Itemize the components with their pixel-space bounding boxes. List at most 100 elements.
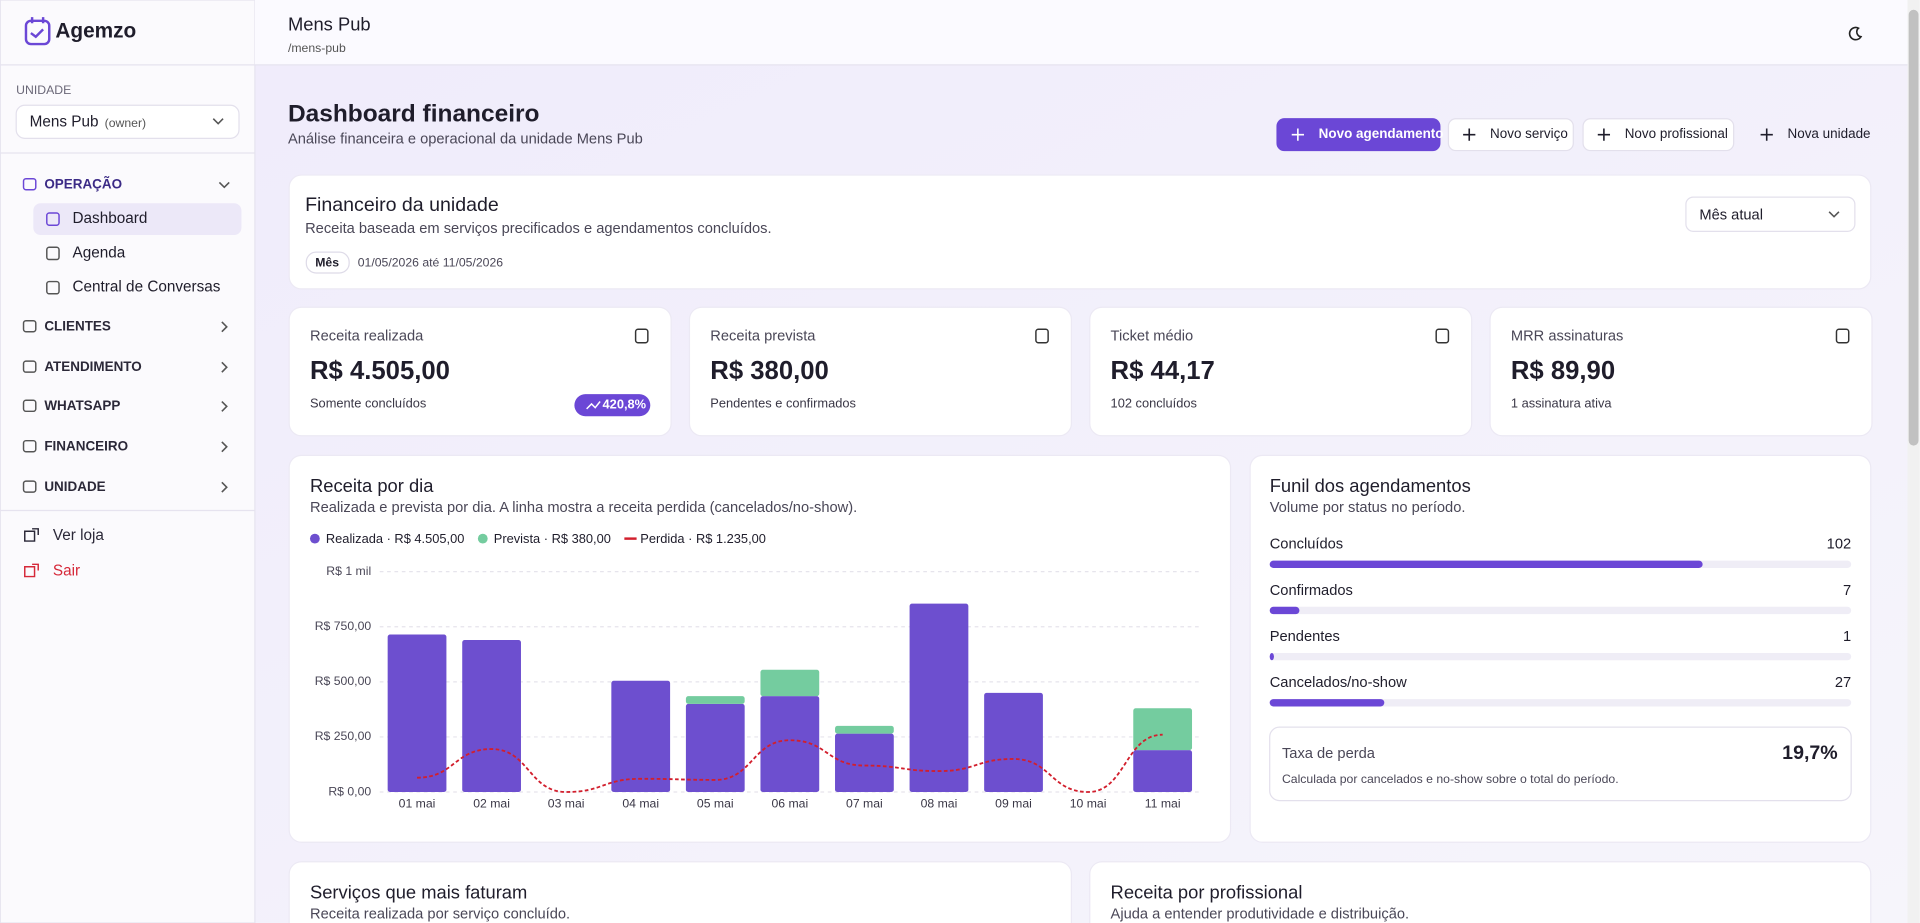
- funnel-bar: [1269, 699, 1385, 707]
- funnel-label: Pendentes: [1270, 629, 1340, 645]
- nav-group[interactable]: ATENDIMENTO: [44, 359, 141, 374]
- action-button[interactable]: [1582, 118, 1735, 152]
- finance-card: [288, 174, 1872, 290]
- bottom-card: [288, 861, 1073, 923]
- bar: [760, 696, 820, 793]
- nav-icon: [22, 399, 37, 413]
- funnel-label: Cancelados/no-show: [1270, 675, 1407, 691]
- funnel-value: 102: [1827, 537, 1851, 553]
- badge-text: 420,8%: [603, 397, 647, 412]
- legend-label: Perdida · R$ 1.235,00: [640, 531, 766, 546]
- action-label[interactable]: Nova unidade: [1788, 126, 1871, 141]
- trend-icon: [586, 401, 601, 410]
- x-tick-label: 02 mai: [473, 796, 510, 810]
- nav-link[interactable]: Ver loja: [53, 527, 105, 544]
- nav-item[interactable]: Central de Conversas: [73, 279, 221, 296]
- x-tick-label: 01 mai: [399, 796, 436, 810]
- bottom-card: [1089, 861, 1872, 923]
- x-tick-label: 10 mai: [1070, 796, 1107, 810]
- nav-link[interactable]: Sair: [53, 563, 80, 580]
- stat-icon: [1835, 328, 1850, 344]
- funnel-label: Concluídos: [1270, 537, 1343, 553]
- nav-icon: [22, 177, 37, 191]
- card-title: Financeiro da unidade: [305, 194, 499, 216]
- nav-icon: [22, 480, 37, 493]
- nav-icon: [46, 212, 60, 226]
- nav-item[interactable]: Agenda: [73, 244, 126, 261]
- x-tick-label: 11 mai: [1145, 796, 1181, 810]
- stat-value: R$ 4.505,00: [310, 357, 450, 385]
- x-tick-label: 09 mai: [995, 796, 1032, 810]
- y-tick-label: R$ 500,00: [315, 674, 372, 688]
- loss-box: [1269, 726, 1852, 802]
- period-range: 01/05/2026 até 11/05/2026: [358, 255, 504, 269]
- stat-note: 1 assinatura ativa: [1511, 395, 1613, 410]
- card-subtitle: Ajuda a entender produtividade e distrib…: [1111, 906, 1410, 922]
- stat-label: MRR assinaturas: [1511, 329, 1624, 345]
- logo-icon: [24, 17, 51, 46]
- x-tick-label: 08 mai: [921, 796, 958, 810]
- nav-active: [33, 203, 242, 236]
- nav-icon: [46, 280, 60, 295]
- legend-swatch: [477, 533, 488, 544]
- stat-label: Ticket médio: [1111, 329, 1194, 345]
- bar: [611, 680, 671, 793]
- section-label: UNIDADE: [16, 83, 71, 97]
- nav-group[interactable]: OPERAÇÃO: [44, 176, 122, 191]
- card-title: Funil dos agendamentos: [1270, 475, 1471, 496]
- unit-role: (owner): [105, 116, 146, 130]
- bar: [387, 634, 447, 793]
- loss-note: Calculada por cancelados e no-show sobre…: [1282, 772, 1619, 786]
- button-icon: [1760, 128, 1773, 141]
- bar: [984, 692, 1043, 793]
- unit-select[interactable]: [15, 104, 240, 139]
- select-text[interactable]: Mês atual: [1699, 207, 1763, 223]
- nav-group[interactable]: CLIENTES: [44, 318, 111, 333]
- nav-group[interactable]: WHATSAPP: [44, 398, 120, 413]
- funnel-value: 1: [1843, 629, 1851, 645]
- bar: [685, 703, 745, 793]
- page-subtitle: Análise financeira e operacional da unid…: [288, 131, 643, 147]
- nav-icon: [22, 439, 37, 453]
- period-select[interactable]: [1685, 196, 1856, 232]
- y-tick-label: R$ 0,00: [328, 784, 371, 798]
- action-button[interactable]: [1276, 118, 1441, 152]
- funnel-track: [1269, 652, 1852, 661]
- funnel-label: Confirmados: [1270, 583, 1353, 599]
- stat-value: R$ 380,00: [710, 357, 829, 385]
- nav-icon: [46, 246, 60, 261]
- funnel-value: 27: [1835, 675, 1851, 691]
- page-title: Dashboard financeiro: [288, 101, 540, 128]
- card-title: Serviços que mais faturam: [310, 881, 527, 902]
- scroll-thumb[interactable]: [1908, 9, 1919, 446]
- link-icon: [24, 528, 39, 542]
- action-label[interactable]: Novo profissional: [1625, 126, 1728, 141]
- bar: [909, 603, 969, 793]
- chevron: [218, 181, 230, 189]
- bar: [835, 725, 894, 734]
- stat-note: 102 concluídos: [1111, 395, 1197, 410]
- button-icon: [1291, 128, 1304, 141]
- chevron: [221, 400, 228, 412]
- x-tick-label: 07 mai: [846, 796, 883, 810]
- card-subtitle: Receita realizada por serviço concluído.: [310, 906, 570, 922]
- bar: [462, 639, 521, 793]
- nav-group[interactable]: UNIDADE: [44, 479, 105, 494]
- chevron: [212, 118, 224, 125]
- chevron: [221, 481, 228, 493]
- chevron: [1828, 211, 1840, 218]
- bar: [760, 669, 820, 697]
- sidebar: [0, 0, 256, 923]
- action-label[interactable]: Novo agendamento: [1319, 126, 1444, 141]
- y-tick-label: R$ 250,00: [315, 729, 372, 743]
- theme-toggle[interactable]: [1848, 26, 1863, 41]
- topbar: [254, 0, 1920, 65]
- button-icon: [1597, 128, 1611, 141]
- action-label[interactable]: Novo serviço: [1490, 126, 1568, 141]
- nav-item[interactable]: Dashboard: [73, 210, 148, 227]
- action-button[interactable]: [1447, 118, 1574, 152]
- card-title: Receita por profissional: [1111, 881, 1303, 902]
- nav-group[interactable]: FINANCEIRO: [44, 438, 128, 453]
- nav-icon: [22, 319, 37, 333]
- funnel-bar: [1269, 560, 1703, 568]
